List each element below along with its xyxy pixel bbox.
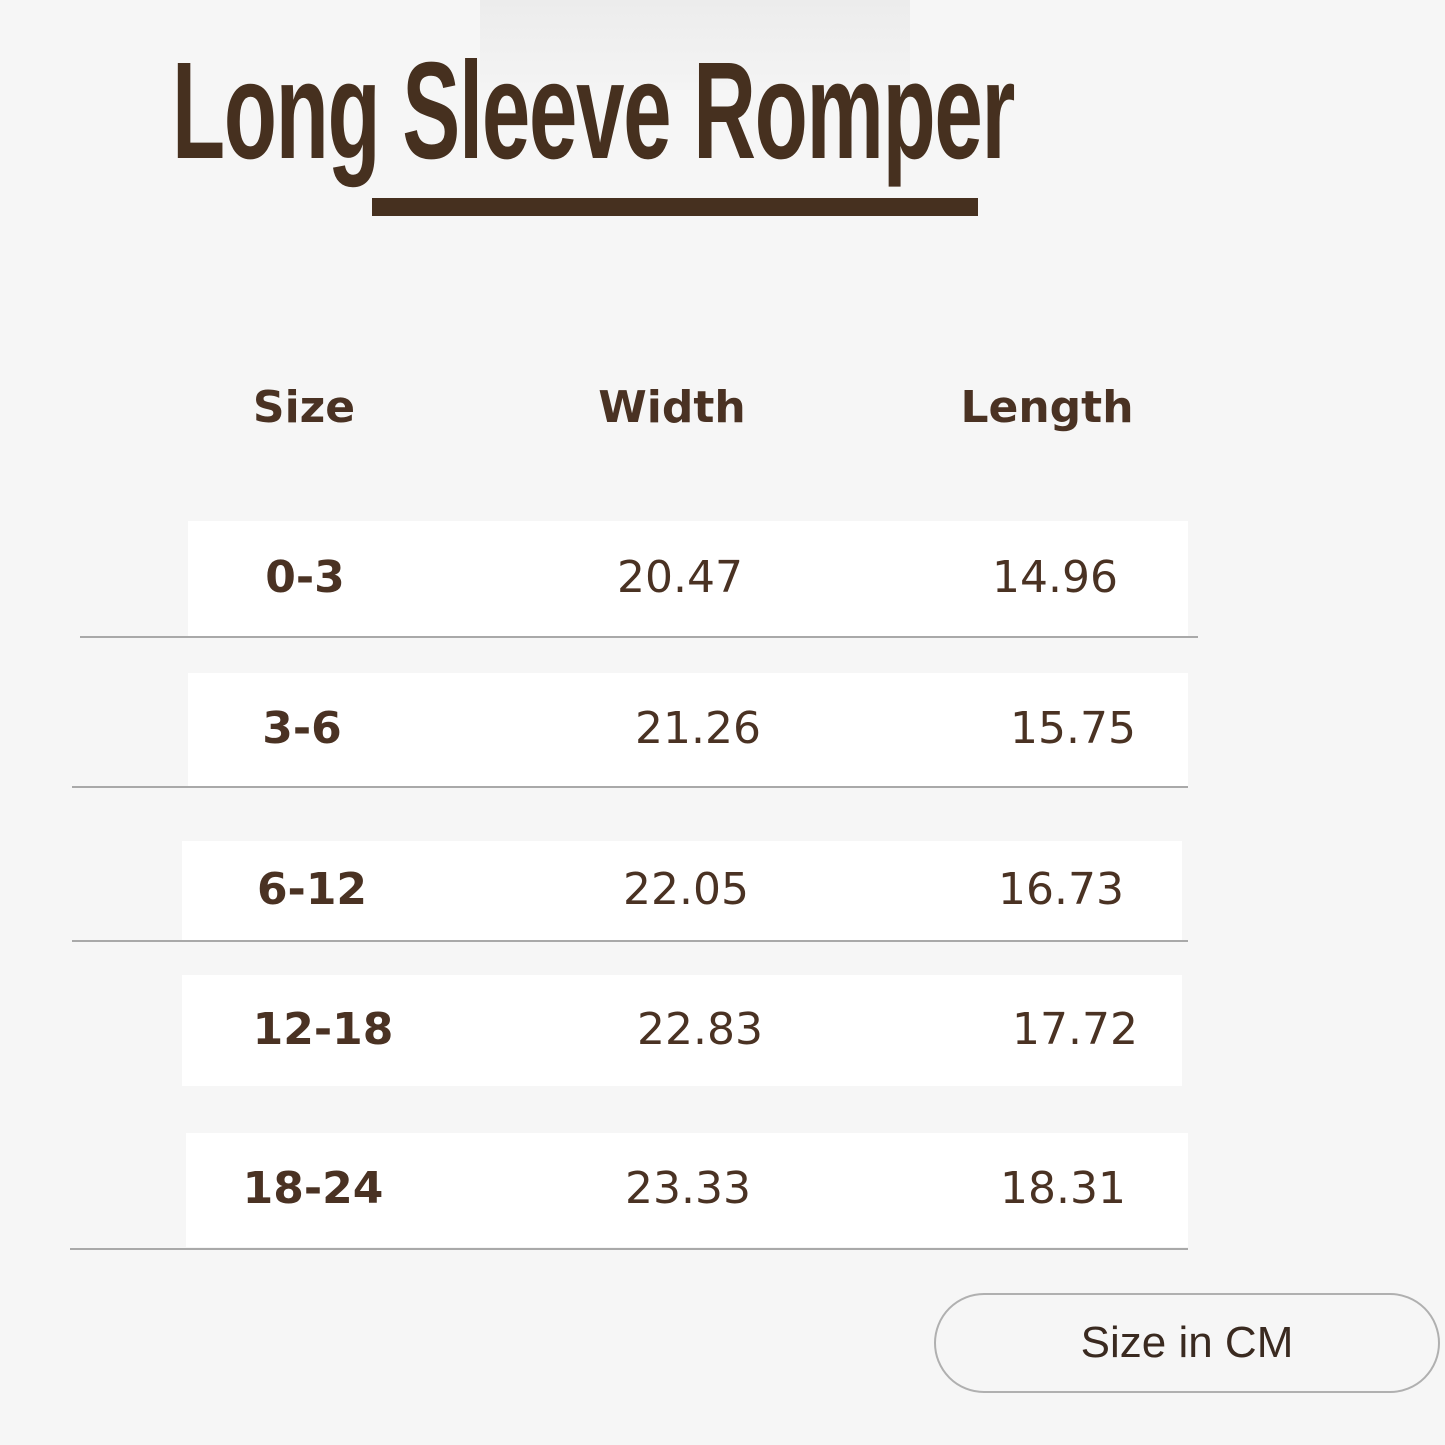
table-row	[182, 975, 1182, 1086]
row-divider	[72, 940, 1188, 942]
background-panel	[480, 0, 910, 90]
row-divider	[70, 1248, 1188, 1250]
unit-badge: Size in CM	[934, 1293, 1440, 1393]
cell-width: 20.47	[617, 552, 743, 603]
table-row	[188, 521, 1188, 637]
cell-length: 16.73	[998, 863, 1124, 915]
table-row	[182, 841, 1182, 940]
cell-length: 18.31	[1000, 1163, 1126, 1214]
cell-length: 17.72	[1012, 1003, 1138, 1055]
title-underline	[372, 198, 978, 216]
cell-length: 14.96	[992, 552, 1118, 603]
cell-size: 3-6	[262, 703, 342, 754]
cell-size: 6-12	[256, 863, 368, 915]
table-row	[186, 1133, 1188, 1247]
cell-size: 0-3	[265, 552, 345, 603]
cell-width: 22.05	[623, 863, 749, 915]
header-size: Size	[252, 382, 356, 433]
cell-width: 21.26	[635, 703, 761, 754]
cell-length: 15.75	[1010, 703, 1136, 754]
cell-size: 12-18	[252, 1003, 394, 1055]
table-row	[188, 673, 1188, 787]
page-title: Long Sleeve Romper	[172, 34, 1015, 188]
header-length: Length	[960, 382, 1134, 433]
header-width: Width	[598, 382, 746, 433]
row-divider	[80, 636, 1198, 638]
row-divider	[72, 786, 1188, 788]
cell-size: 18-24	[242, 1163, 384, 1214]
cell-width: 22.83	[637, 1003, 763, 1055]
cell-width: 23.33	[625, 1163, 751, 1214]
